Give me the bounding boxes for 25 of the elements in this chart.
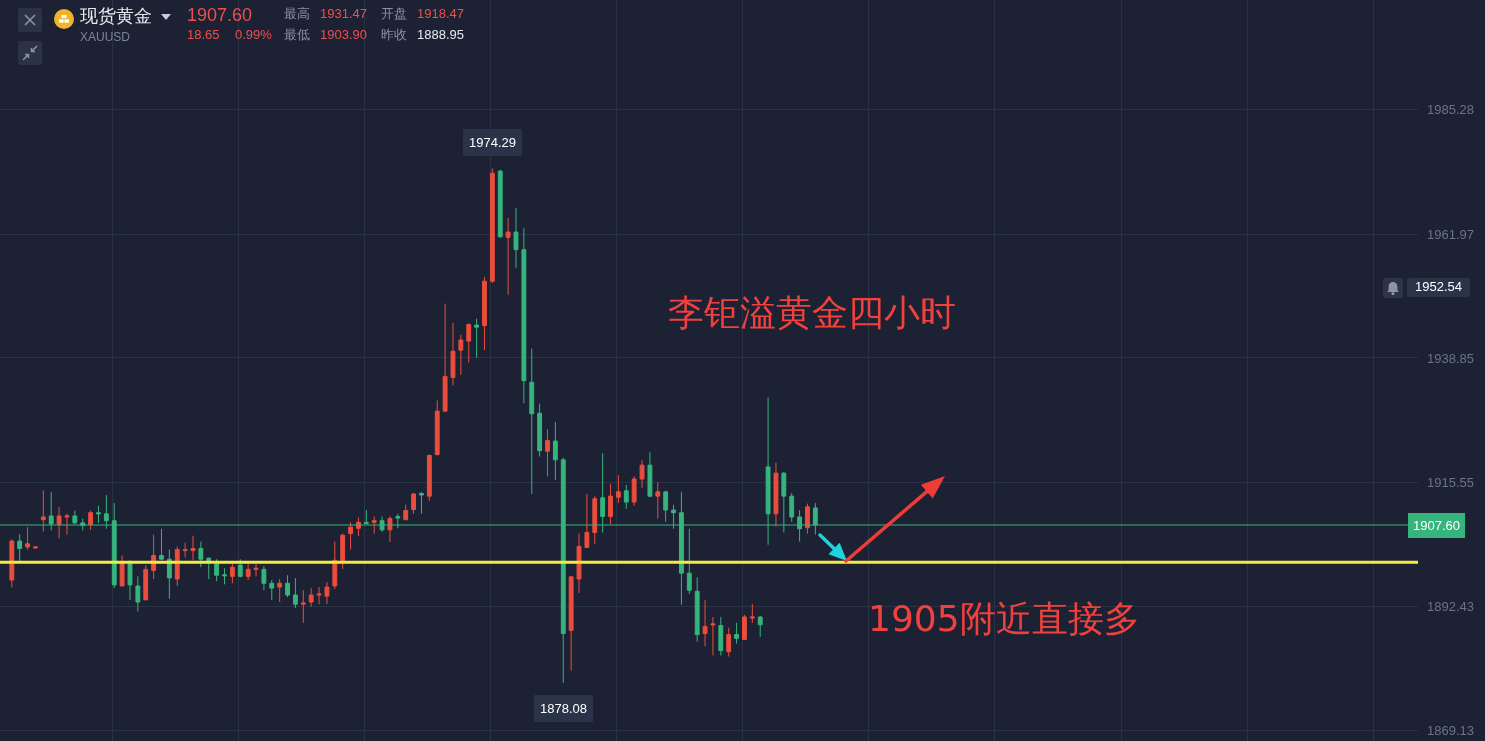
y-tick-label: 1892.43 xyxy=(1427,598,1474,614)
annotation: 1918.47 xyxy=(417,6,464,22)
annotation: 1903.90 xyxy=(320,27,367,43)
annotation: 昨收 xyxy=(381,27,407,43)
ref-line-label: 1907.60 xyxy=(1413,518,1460,533)
chart-title: 现货黄金 xyxy=(80,5,152,27)
annotation: 最高 xyxy=(284,6,310,22)
annotation: 18.65 xyxy=(187,27,220,43)
y-tick-label: 1938.85 xyxy=(1427,350,1474,366)
y-tick-label: 1869.13 xyxy=(1427,723,1474,739)
annotation: 1905附近直接多 xyxy=(868,598,1140,640)
annotation: 1974.29 xyxy=(469,135,516,150)
annotation: 0.99% xyxy=(235,27,272,43)
annotation: 1952.54 xyxy=(1407,278,1470,297)
text: XAUUSD xyxy=(80,30,131,45)
y-tick-label: 1985.28 xyxy=(1427,102,1474,118)
annotation: 1931.47 xyxy=(320,6,367,22)
y-tick-label: 1915.55 xyxy=(1427,475,1474,491)
annotation: 1907.60 xyxy=(187,5,253,26)
y-tick-label: 1961.97 xyxy=(1427,226,1474,242)
annotation: 李钜溢黄金四小时 xyxy=(668,292,956,334)
annotation: 1888.95 xyxy=(417,27,464,43)
annotation: 最低 xyxy=(284,27,310,43)
annotation: 开盘 xyxy=(381,6,407,22)
annotation: 1878.08 xyxy=(540,701,587,716)
